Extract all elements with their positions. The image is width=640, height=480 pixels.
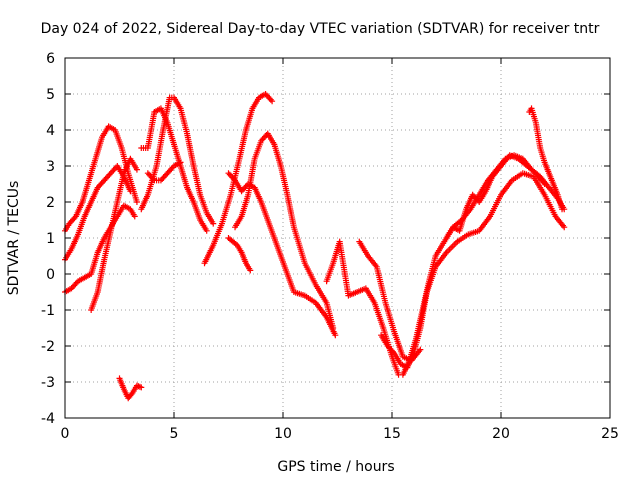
data-points [62, 91, 568, 402]
data-point [269, 98, 276, 105]
data-point [561, 224, 568, 231]
series-track-c [62, 163, 134, 263]
x-tick-label: 5 [170, 426, 179, 442]
grid [65, 58, 610, 418]
data-point [559, 206, 566, 213]
x-tick-label: 0 [61, 426, 70, 442]
y-tick-label: 1 [46, 231, 55, 247]
y-tick-label: -2 [41, 339, 55, 355]
x-axis-ticks: 0 5 10 15 20 25 [61, 58, 619, 442]
series-track-h [144, 159, 184, 184]
x-tick-label: 15 [383, 426, 401, 442]
series-track-m [323, 238, 402, 378]
y-tick-label: -1 [41, 303, 55, 319]
y-axis-label: SDTVAR / TECUs [6, 181, 22, 296]
y-tick-label: 4 [46, 123, 55, 139]
series-track-i [201, 91, 276, 267]
y-tick-label: -3 [41, 375, 55, 391]
series-track-q [443, 152, 548, 241]
y-tick-label: 6 [46, 51, 55, 67]
data-point [177, 159, 184, 166]
x-tick-label: 25 [601, 426, 619, 442]
series-track-r [526, 105, 566, 213]
series-track-g [138, 105, 210, 234]
x-axis-label: GPS time / hours [277, 459, 394, 475]
series-track-k [232, 130, 337, 331]
data-point [131, 213, 138, 220]
y-tick-label: 3 [46, 159, 55, 175]
y-tick-label: 0 [46, 267, 55, 283]
x-tick-label: 20 [492, 426, 510, 442]
y-tick-label: 2 [46, 195, 55, 211]
data-point [210, 220, 217, 227]
data-point [330, 325, 337, 331]
data-point [128, 391, 135, 398]
chart-title: Day 024 of 2022, Sidereal Day-to-day VTE… [41, 21, 600, 37]
data-point [332, 332, 339, 339]
data-point [133, 166, 140, 173]
data-point [133, 199, 140, 205]
series-track-b [62, 123, 140, 234]
data-point [127, 188, 134, 195]
x-tick-label: 10 [274, 426, 292, 442]
y-tick-label: 5 [46, 87, 55, 103]
series-track-d [88, 155, 140, 313]
y-axis-ticks: -4 -3 -2 -1 0 1 2 3 4 5 6 [41, 51, 610, 427]
data-point [203, 227, 210, 234]
data-point [541, 181, 548, 187]
y-tick-label: -4 [41, 411, 55, 427]
data-point [138, 384, 145, 391]
series-track-e [116, 375, 145, 402]
data-point [247, 267, 254, 274]
data-point [417, 346, 424, 353]
series-track-l [225, 235, 254, 274]
